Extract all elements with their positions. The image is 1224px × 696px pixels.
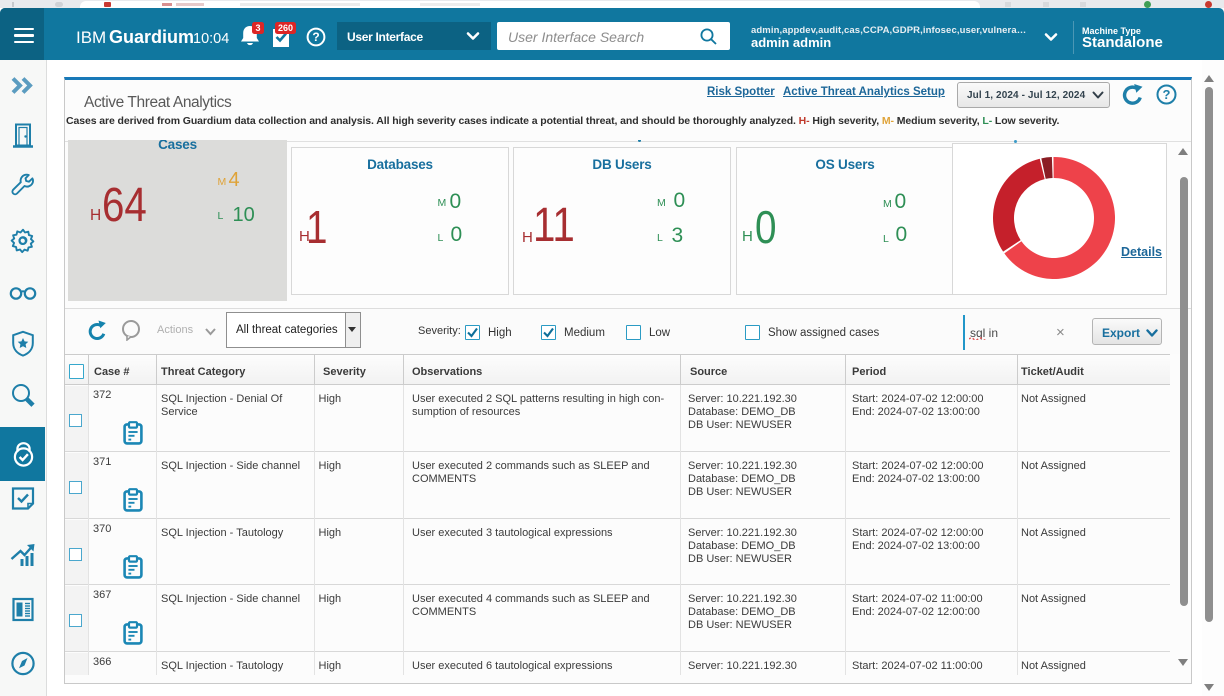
svg-text:?: ? — [1163, 87, 1171, 102]
svg-text:?: ? — [312, 30, 319, 44]
